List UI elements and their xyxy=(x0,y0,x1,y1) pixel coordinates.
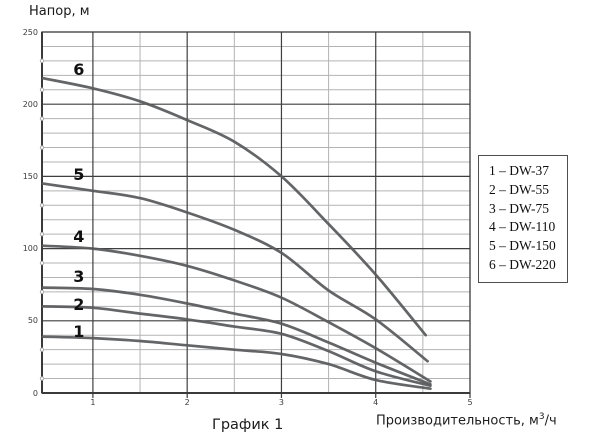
x-axis-title-text: Производительность, м xyxy=(376,413,539,429)
y-axis-minor-tick-dot xyxy=(39,260,45,266)
curve-label-4: 4 xyxy=(73,227,85,247)
curve-DW-150 xyxy=(41,182,429,363)
legend-item: 6 – DW-220 xyxy=(489,256,556,272)
y-tick-label: 100 xyxy=(22,244,38,254)
y-axis-minor-tick-dot xyxy=(39,145,45,150)
curve-label-5: 5 xyxy=(73,165,85,185)
curve-DW-37 xyxy=(41,335,432,391)
legend-item: 5 – DW-150 xyxy=(489,238,556,254)
y-axis-minor-tick-dot xyxy=(39,203,45,208)
x-tick-label: 1 xyxy=(90,398,96,407)
chart-title: График 1 xyxy=(212,417,284,433)
legend-item: 1 – DW-37 xyxy=(489,163,549,178)
x-axis-title-unit: /ч xyxy=(544,413,557,429)
legend-item: 4 – DW-110 xyxy=(489,219,556,235)
x-tick-label: 3 xyxy=(278,398,284,407)
y-axis-minor-tick-dot xyxy=(39,87,45,92)
x-tick-label: 5 xyxy=(467,398,473,407)
y-axis-minor-tick-dot xyxy=(39,376,45,381)
curve-label-6: 6 xyxy=(73,59,85,79)
y-axis-title: Напор, м xyxy=(29,4,90,19)
x-tick-label: 4 xyxy=(373,398,379,407)
curve-DW-75 xyxy=(41,286,432,386)
legend-items: 1 – DW-37 2 – DW-55 3 – DW-75 4 – DW-110 5 –… xyxy=(489,162,556,275)
legend-item: 2 – DW-55 xyxy=(489,181,549,197)
curve-DW-220 xyxy=(41,76,428,337)
y-tick-label: 150 xyxy=(22,171,38,181)
y-tick-label: 250 xyxy=(22,27,38,37)
x-axis-title: Производительность, м3/ч xyxy=(376,412,557,428)
curve-label-2: 2 xyxy=(73,295,85,315)
x-axis-title-superscript: 3 xyxy=(538,412,545,422)
y-axis-minor-tick-dot xyxy=(39,231,45,237)
y-axis-minor-tick-dot xyxy=(39,116,45,121)
y-axis-minor-tick-dot xyxy=(39,58,45,64)
y-axis-minor-tick-dot xyxy=(39,347,45,352)
curve-label-3: 3 xyxy=(73,267,85,287)
y-axis-minor-tick-dot xyxy=(39,289,45,295)
curve-DW-110 xyxy=(41,244,432,383)
y-tick-label: 200 xyxy=(22,99,38,109)
y-tick-label: 0 xyxy=(32,388,38,398)
legend-box: 1 – DW-37 2 – DW-55 3 – DW-75 4 – DW-110 5 –… xyxy=(478,155,568,283)
x-tick-label: 2 xyxy=(184,398,190,407)
legend-item: 3 – DW-75 xyxy=(489,200,549,216)
y-tick-label: 50 xyxy=(27,316,38,326)
curve-label-1: 1 xyxy=(73,322,85,342)
curve-DW-55 xyxy=(41,305,432,388)
